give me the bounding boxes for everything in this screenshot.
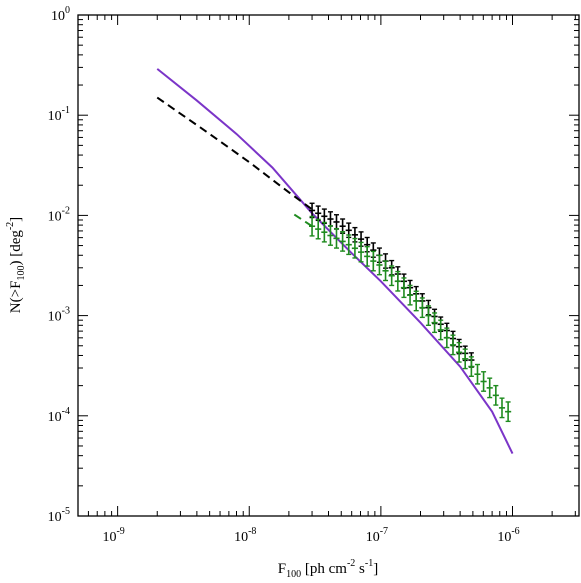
data-point [327,225,334,246]
data-point [333,214,340,230]
errorbar-series-green [308,215,512,423]
y-tick-label: 10-4 [48,406,70,425]
data-point [321,208,328,225]
data-point [498,397,506,419]
data-point [351,237,358,259]
data-point [474,363,481,385]
data-point [505,401,512,423]
data-point [327,211,334,227]
data-point [480,371,487,392]
data-point [406,284,414,306]
series-line-dashed-black [156,96,313,211]
plot-frame [77,14,580,517]
data-point [345,234,352,256]
y-tick-label: 10-1 [48,105,70,124]
data-point [419,297,426,319]
data-point [400,277,408,299]
data-point [468,356,475,377]
data-point [437,319,444,341]
data-point [382,260,389,282]
data-point [425,305,432,327]
data-point [308,215,316,237]
series-line-solid-purple [156,68,514,454]
x-tick-label: 10-6 [497,526,519,545]
data-point [431,312,438,334]
x-axis-label: F100 [ph cm-2 s-1] [278,558,378,580]
y-axis-label: N(>F100) [deg-2] [5,217,27,313]
y-tick-label: 10-2 [48,205,70,224]
data-point [443,327,450,349]
y-tick-label: 100 [51,5,70,24]
series-line-dashed-green [293,213,313,228]
data-point [370,250,377,272]
data-point [376,254,383,276]
data-point [462,348,469,370]
data-point [456,341,463,363]
data-point [492,384,499,406]
data-point [486,377,493,399]
data-point [321,221,328,243]
data-point [339,218,346,234]
y-tick-label: 10-3 [48,306,70,325]
plot-area [77,14,580,517]
data-point [333,227,340,249]
data-point [315,218,322,240]
data-point [449,334,457,356]
data-point [357,241,365,263]
data-point [364,245,371,267]
data-point [388,265,395,287]
data-point [339,231,346,252]
x-tick-label: 10-9 [102,526,124,545]
data-point [394,270,401,292]
x-tick-label: 10-8 [234,526,256,545]
data-point [413,290,420,312]
y-tick-label: 10-5 [48,506,70,525]
x-tick-label: 10-7 [366,526,388,545]
